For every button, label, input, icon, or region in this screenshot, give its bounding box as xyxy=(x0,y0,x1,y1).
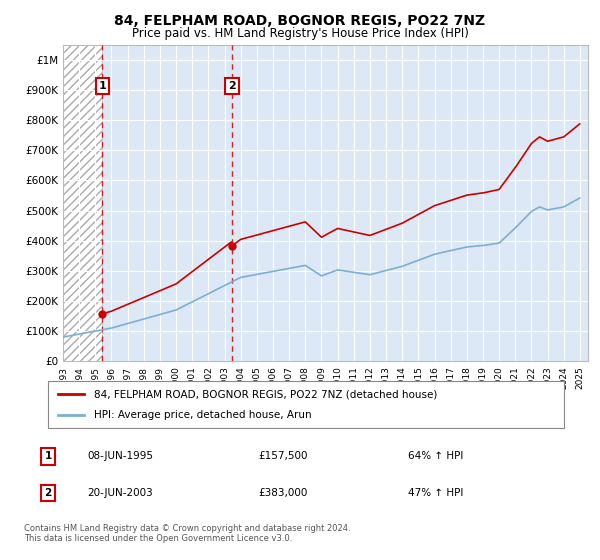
Text: 1: 1 xyxy=(44,451,52,461)
Text: 47% ↑ HPI: 47% ↑ HPI xyxy=(408,488,463,498)
Text: 1: 1 xyxy=(98,81,106,91)
Text: HPI: Average price, detached house, Arun: HPI: Average price, detached house, Arun xyxy=(94,410,312,420)
Bar xyxy=(63,45,103,361)
Text: 2: 2 xyxy=(44,488,52,498)
Text: 2: 2 xyxy=(228,81,236,91)
Text: 08-JUN-1995: 08-JUN-1995 xyxy=(87,451,153,461)
Text: 84, FELPHAM ROAD, BOGNOR REGIS, PO22 7NZ (detached house): 84, FELPHAM ROAD, BOGNOR REGIS, PO22 7NZ… xyxy=(94,389,438,399)
Text: 84, FELPHAM ROAD, BOGNOR REGIS, PO22 7NZ: 84, FELPHAM ROAD, BOGNOR REGIS, PO22 7NZ xyxy=(115,14,485,28)
Text: 64% ↑ HPI: 64% ↑ HPI xyxy=(408,451,463,461)
Text: 20-JUN-2003: 20-JUN-2003 xyxy=(87,488,153,498)
Text: £157,500: £157,500 xyxy=(258,451,308,461)
Text: Contains HM Land Registry data © Crown copyright and database right 2024.
This d: Contains HM Land Registry data © Crown c… xyxy=(24,524,350,543)
FancyBboxPatch shape xyxy=(48,381,564,428)
Text: Price paid vs. HM Land Registry's House Price Index (HPI): Price paid vs. HM Land Registry's House … xyxy=(131,27,469,40)
Text: £383,000: £383,000 xyxy=(258,488,307,498)
